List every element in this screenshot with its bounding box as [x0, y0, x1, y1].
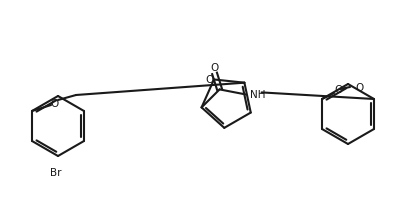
Text: O: O: [355, 83, 363, 93]
Text: O: O: [334, 85, 342, 95]
Text: O: O: [211, 63, 219, 73]
Text: O: O: [206, 75, 214, 85]
Text: O: O: [50, 99, 58, 108]
Text: Br: Br: [50, 167, 62, 177]
Text: NH: NH: [250, 90, 265, 100]
